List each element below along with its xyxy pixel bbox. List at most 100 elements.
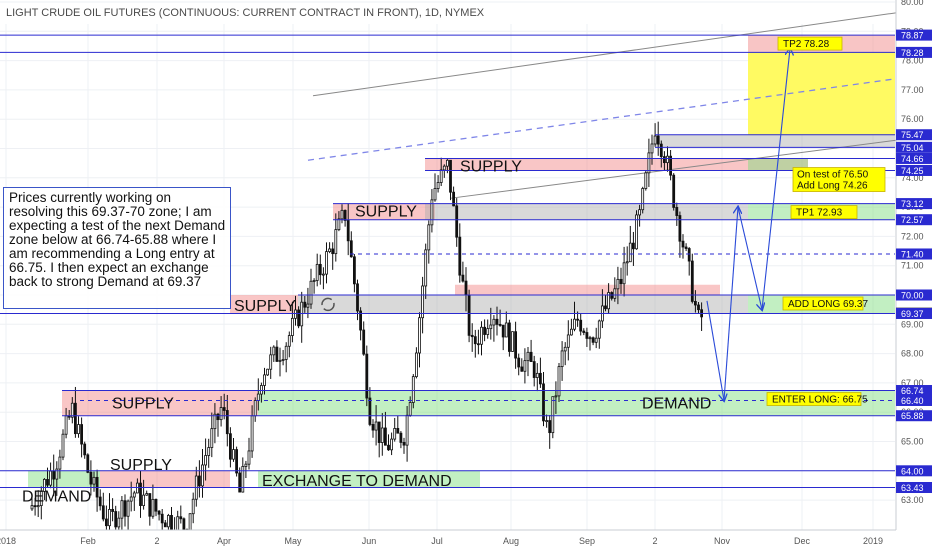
- price-tag-label: 74.25: [901, 166, 924, 176]
- y-tick-label: 71.00: [901, 261, 924, 271]
- supply-zone: [230, 295, 298, 314]
- candle-body: [470, 334, 474, 338]
- candle-body: [647, 152, 651, 174]
- candle-body: [653, 135, 657, 145]
- candle-body: [545, 420, 548, 422]
- price-tag: [896, 385, 932, 397]
- candle-body: [98, 496, 102, 507]
- trendlines: [307, 11, 901, 199]
- supply-zone-top: [655, 134, 895, 148]
- candle-body: [374, 421, 378, 431]
- candle-body: [582, 330, 586, 333]
- candle-body: [551, 396, 555, 434]
- supply-label: SUPPLY: [110, 457, 172, 474]
- candle-body: [157, 510, 161, 515]
- candle-body: [486, 328, 490, 335]
- candle-body: [650, 143, 654, 154]
- candle-body: [92, 476, 96, 485]
- price-tag-label: 78.28: [901, 48, 924, 58]
- candle-body: [343, 209, 347, 221]
- candle-body: [442, 165, 446, 171]
- trendline: [312, 11, 901, 97]
- candle-body: [483, 326, 487, 335]
- price-tag: [896, 198, 932, 210]
- candle-body: [259, 385, 263, 395]
- candle-body: [325, 251, 328, 275]
- candle-body: [644, 172, 648, 189]
- supply-label: SUPPLY: [355, 204, 417, 221]
- price-tag: [896, 248, 932, 260]
- candle-body: [64, 415, 68, 435]
- candle-body: [306, 303, 310, 308]
- tp1-label: TP1 72.93: [796, 208, 843, 219]
- candle-body: [312, 280, 316, 282]
- y-tick-label: 69.00: [901, 319, 924, 329]
- candle-body: [368, 397, 372, 425]
- candle-body: [269, 354, 273, 370]
- y-tick-label: 74.00: [901, 173, 924, 183]
- demand-label: DEMAND: [642, 396, 711, 413]
- price-tag-label: 63.43: [901, 483, 924, 493]
- candle-body: [303, 301, 307, 308]
- candle-body: [408, 402, 412, 416]
- exchange-zone: [258, 470, 480, 488]
- candle-body: [238, 472, 242, 493]
- x-tick-label: Dec: [794, 536, 811, 546]
- candle-body: [594, 337, 598, 343]
- candle-body: [638, 209, 641, 216]
- y-tick-label: 77.00: [901, 85, 924, 95]
- x-tick-label: Sep: [579, 536, 595, 546]
- candle-body: [566, 334, 570, 348]
- candle-body: [390, 438, 394, 451]
- candle-body: [393, 428, 397, 440]
- zone-labels: SUPPLY SUPPLY SUPPLY SUPPLY SUPPLY DEMAND EXCH…: [22, 158, 711, 505]
- candle-body: [163, 522, 167, 528]
- candle-body: [591, 337, 595, 343]
- candle-body: [290, 317, 294, 336]
- candle-body: [148, 493, 152, 517]
- candle-body: [635, 214, 638, 250]
- supply-zone: [425, 158, 808, 171]
- candle-body: [315, 263, 319, 281]
- candle-body: [573, 318, 576, 330]
- candle-body: [55, 468, 59, 480]
- candle-body: [539, 372, 542, 385]
- candle-body: [250, 415, 254, 452]
- candle-body: [613, 288, 617, 299]
- price-tag: [896, 29, 932, 41]
- candle-body: [365, 353, 369, 399]
- price-tag-label: 66.74: [901, 386, 924, 396]
- candle-body: [61, 433, 65, 458]
- x-tick-label: Jul: [431, 536, 443, 546]
- candle-body: [445, 159, 449, 167]
- candle-body: [287, 335, 291, 347]
- demand-label: DEMAND: [22, 489, 91, 506]
- candle-body: [452, 191, 456, 207]
- candle-body: [300, 301, 304, 327]
- candle-body: [433, 188, 437, 201]
- candle-body: [349, 240, 353, 258]
- candle-body: [532, 361, 536, 378]
- candle-body: [321, 273, 325, 276]
- candle-body: [74, 402, 77, 435]
- price-tag: [896, 394, 932, 406]
- candle-body: [517, 357, 521, 368]
- candle-body: [235, 449, 239, 474]
- candle-body: [449, 159, 452, 193]
- candle-body: [272, 346, 276, 356]
- candle-body: [687, 248, 691, 262]
- price-tag-label: 70.00: [901, 291, 924, 301]
- add-long-label-box: [782, 296, 864, 311]
- candle-body: [253, 400, 257, 417]
- candle-body: [331, 248, 335, 255]
- enter-long-label-box: [766, 392, 862, 406]
- candle-body: [507, 322, 511, 352]
- candle-body: [554, 395, 558, 398]
- candle-body: [405, 414, 409, 446]
- candle-body: [430, 199, 434, 226]
- candle-body: [439, 169, 443, 183]
- trendline: [449, 139, 901, 199]
- price-tag: [896, 214, 932, 226]
- time-axis-bg: [0, 530, 932, 550]
